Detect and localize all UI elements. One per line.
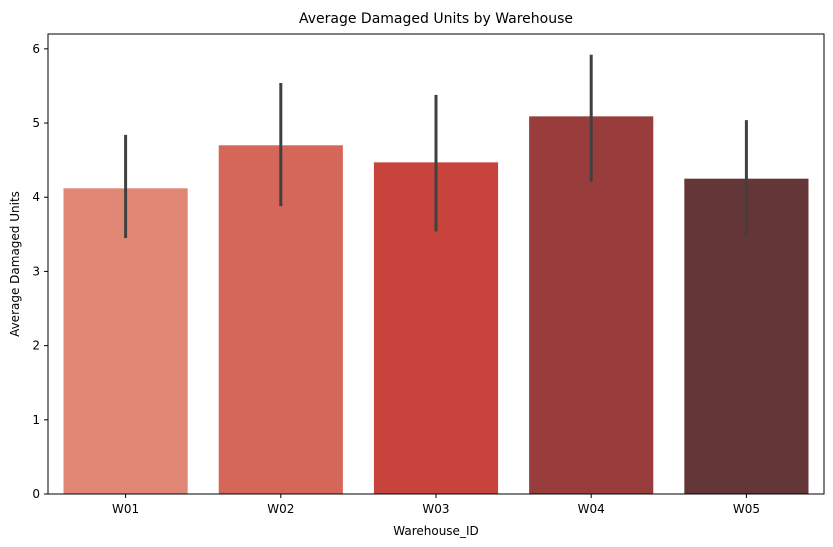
y-tick-label: 2 [32, 339, 40, 353]
bar-w01 [63, 188, 188, 495]
y-tick-label: 0 [32, 487, 40, 501]
x-tick-label: W04 [578, 502, 605, 516]
y-tick-label: 5 [32, 116, 40, 130]
x-axis: W01 W02 W03 W04 W05 [112, 494, 760, 516]
chart-title: Average Damaged Units by Warehouse [299, 11, 573, 27]
y-tick-label: 6 [32, 42, 40, 56]
x-tick-label: W01 [112, 502, 139, 516]
error-bars-layer [124, 54, 748, 239]
y-axis: 0 1 2 3 4 5 6 [32, 42, 48, 501]
y-tick-label: 4 [32, 190, 40, 204]
x-tick-label: W05 [733, 502, 760, 516]
x-tick-label: W03 [422, 502, 449, 516]
x-tick-label: W02 [267, 502, 294, 516]
y-axis-label: Average Damaged Units [8, 191, 22, 337]
y-tick-label: 3 [32, 264, 40, 278]
y-tick-label: 1 [32, 413, 40, 427]
x-axis-label: Warehouse_ID [393, 524, 478, 538]
